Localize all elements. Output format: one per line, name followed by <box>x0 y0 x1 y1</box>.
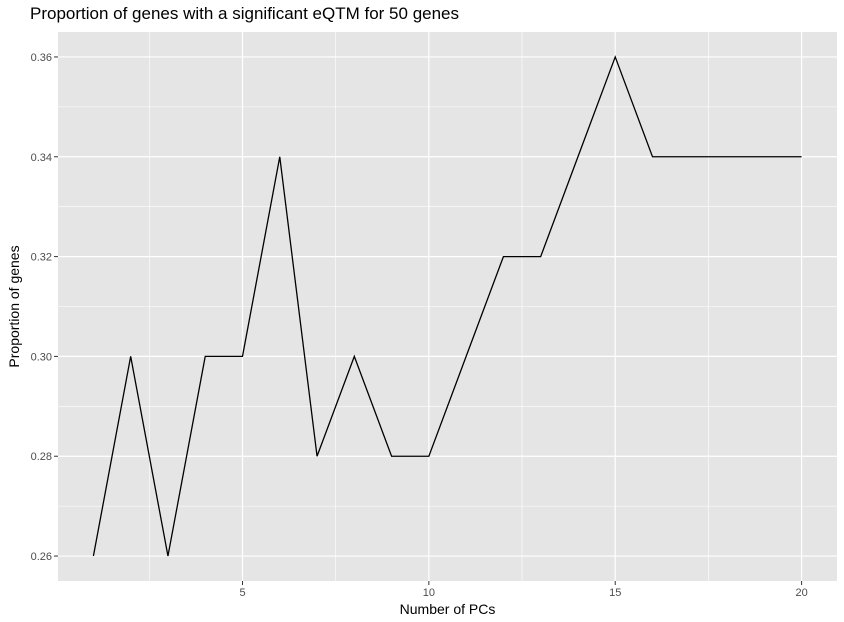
chart-title: Proportion of genes with a significant e… <box>30 4 460 23</box>
y-tick-label: 0.30 <box>31 351 52 363</box>
y-axis-ticks: 0.26 0.28 0.30 0.32 0.34 0.36 <box>31 52 58 563</box>
x-axis-title: Number of PCs <box>400 601 496 617</box>
x-tick-label: 10 <box>423 587 435 599</box>
y-axis-title: Proportion of genes <box>6 245 22 367</box>
y-tick-label: 0.36 <box>31 52 52 64</box>
y-tick-label: 0.28 <box>31 451 52 463</box>
x-tick-label: 5 <box>239 587 245 599</box>
y-tick-label: 0.34 <box>31 152 52 164</box>
x-axis-ticks: 5 10 15 20 <box>239 581 808 599</box>
x-tick-label: 20 <box>795 587 807 599</box>
y-tick-label: 0.32 <box>31 252 52 264</box>
y-tick-label: 0.26 <box>31 551 52 563</box>
x-tick-label: 15 <box>609 587 621 599</box>
major-gridlines <box>58 32 837 581</box>
series-line <box>92 55 802 557</box>
